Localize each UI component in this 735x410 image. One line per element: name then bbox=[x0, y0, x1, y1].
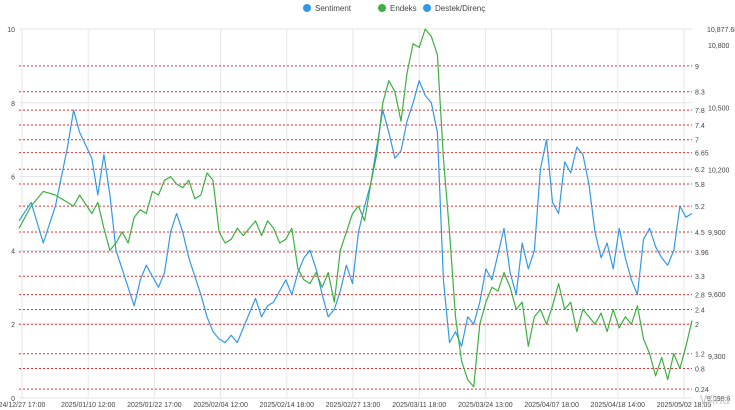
level-label: 7.8 bbox=[695, 108, 705, 115]
x-tick-label: 2025/01/22 17:00 bbox=[127, 402, 182, 409]
level-label: 6.2 bbox=[695, 167, 705, 174]
x-tick-label: 2025/02/27 13:00 bbox=[326, 402, 381, 409]
level-label: 7.4 bbox=[695, 123, 705, 130]
legend-marker-destek bbox=[423, 4, 431, 12]
x-tick-label: 2025/01/10 12:00 bbox=[61, 402, 116, 409]
legend-item-destek[interactable]: Destek/Direnç bbox=[423, 4, 485, 13]
level-label: 2.4 bbox=[695, 307, 705, 314]
x-tick-label: 2025/04/07 18:00 bbox=[524, 402, 579, 409]
level-label: 9 bbox=[695, 64, 699, 71]
level-label: 1.2 bbox=[695, 352, 705, 359]
x-tick-label: 2025/04/18 14:00 bbox=[591, 402, 646, 409]
y-left-tick-label: 8 bbox=[11, 101, 15, 108]
x-tick-label: 2025/02/14 18:00 bbox=[260, 402, 315, 409]
legend-label-endeks: Endeks bbox=[390, 4, 417, 13]
legend-item-endeks[interactable]: Endeks bbox=[378, 4, 417, 13]
series-line-endeks bbox=[18, 28, 693, 388]
level-label: 8.3 bbox=[695, 90, 705, 97]
level-label: 4.5 bbox=[695, 230, 705, 237]
plot-area: 0 2 4 6 8 10 24/12/27 17:00 2025/01/10 12:00 202… bbox=[0, 27, 735, 409]
y-right-tick-label: 10,200 bbox=[708, 168, 730, 175]
level-label: 7 bbox=[695, 138, 699, 145]
legend-marker-sentiment bbox=[303, 4, 311, 12]
legend: Sentiment Endeks Destek/Direnç bbox=[303, 4, 485, 13]
y-left-tick-label: 4 bbox=[11, 248, 15, 255]
level-label: 5.2 bbox=[695, 204, 705, 211]
legend-item-sentiment[interactable]: Sentiment bbox=[303, 4, 352, 13]
x-tick-label: 2025/03/11 18:00 bbox=[392, 402, 446, 409]
level-label: 5.8 bbox=[695, 182, 705, 189]
level-label: 2 bbox=[695, 322, 699, 329]
y-right-top-label: 10,877.68 bbox=[707, 27, 735, 34]
y-right-tick-label: 10,500 bbox=[708, 105, 730, 112]
y-right-bottom-label: 9,098.6 bbox=[707, 396, 730, 403]
y-left-tick-label: 10 bbox=[7, 27, 15, 34]
legend-label-sentiment: Sentiment bbox=[315, 4, 352, 13]
y-right-tick-label: 9,900 bbox=[708, 230, 726, 237]
legend-label-destek: Destek/Direnç bbox=[435, 4, 485, 13]
legend-marker-endeks bbox=[378, 4, 386, 12]
y-left-tick-label: 2 bbox=[11, 322, 15, 329]
level-label: 0.8 bbox=[695, 366, 705, 373]
x-tick-label: 2025/05/02 18:05 bbox=[657, 402, 712, 409]
level-label: 6.65 bbox=[695, 151, 709, 158]
level-label: 3.96 bbox=[695, 250, 709, 257]
watermark: Wind bbox=[700, 392, 730, 407]
level-label: 3.3 bbox=[695, 274, 705, 281]
level-label: 2.8 bbox=[695, 293, 705, 300]
x-tick-label: 2025/03/24 13:00 bbox=[458, 402, 513, 409]
level-label: 0.24 bbox=[695, 387, 709, 394]
y-right-tick-label: 10,800 bbox=[708, 43, 730, 50]
x-tick-label: 24/12/27 17:00 bbox=[0, 402, 45, 409]
y-right-tick-label: 9,300 bbox=[708, 354, 726, 361]
y-left-tick-label: 6 bbox=[11, 175, 15, 182]
y-left-tick-label: 0 bbox=[11, 396, 15, 403]
x-tick-label: 2025/02/04 12:00 bbox=[193, 402, 248, 409]
series-line-sentiment bbox=[18, 80, 693, 347]
y-right-tick-label: 9,600 bbox=[708, 292, 726, 299]
